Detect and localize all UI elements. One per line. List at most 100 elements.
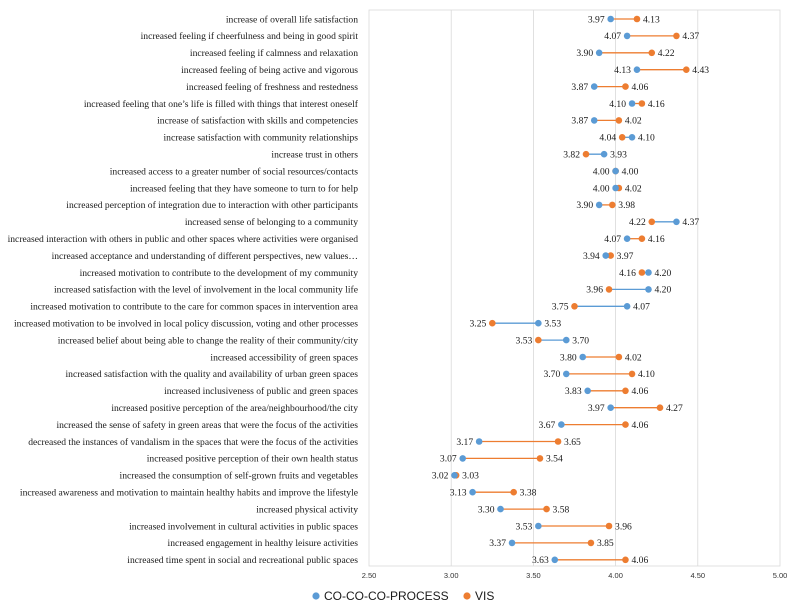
- value-label-low: 4.00: [593, 183, 610, 194]
- value-label-low: 3.25: [470, 319, 487, 330]
- vis-point: [535, 336, 542, 344]
- cococo-point: [602, 252, 610, 259]
- value-label-high: 3.53: [544, 319, 561, 330]
- cococo-point: [612, 184, 619, 192]
- data-row: increased satisfaction with the quality …: [65, 369, 655, 380]
- cococo-point: [459, 455, 467, 462]
- vis-point: [638, 269, 646, 276]
- value-label-high: 4.16: [648, 234, 665, 245]
- category-label: increase of satisfaction with skills and…: [157, 116, 358, 127]
- cococo-point: [600, 150, 608, 158]
- category-label: increased satisfaction with the quality …: [65, 369, 358, 380]
- value-label-low: 3.80: [560, 352, 577, 363]
- value-label-low: 4.13: [614, 65, 631, 76]
- gridlines: [450, 10, 699, 566]
- vis-point: [628, 370, 636, 378]
- data-row: increased positive perception of the are…: [111, 403, 683, 414]
- value-label-low: 3.70: [543, 369, 560, 380]
- data-row: decreased the instances of vandalism in …: [28, 437, 581, 448]
- vis-point: [609, 201, 616, 209]
- cococo-point: [535, 319, 542, 327]
- value-label-low: 3.02: [432, 471, 449, 482]
- value-label-low: 3.07: [440, 454, 457, 465]
- value-label-low: 3.63: [532, 555, 549, 566]
- cococo-point: [469, 488, 476, 496]
- category-label: increased positive perception of the are…: [111, 403, 358, 414]
- value-label-low: 4.07: [604, 31, 621, 42]
- vis-point: [615, 117, 623, 124]
- cococo-point: [673, 218, 680, 226]
- value-label-high: 4.06: [631, 82, 648, 93]
- category-label: increased the sense of safety in green a…: [56, 420, 358, 431]
- value-label-high: 4.20: [654, 285, 671, 296]
- value-label-high: 3.65: [564, 437, 581, 448]
- vis-point: [536, 455, 544, 462]
- cococo-point: [607, 404, 614, 412]
- value-label-high: 4.02: [625, 352, 642, 363]
- data-row: increased satisfaction with the level of…: [54, 285, 671, 296]
- value-label-high: 4.43: [692, 65, 709, 76]
- data-row: increased feeling of freshness and reste…: [186, 82, 648, 93]
- vis-point: [622, 83, 629, 90]
- vis-point: [638, 100, 646, 107]
- data-row: increased interaction with others in pub…: [8, 234, 665, 245]
- value-label-low: 4.04: [599, 133, 616, 144]
- value-label-low: 3.37: [489, 538, 506, 549]
- value-label-high: 4.02: [625, 116, 642, 127]
- vis-point: [510, 488, 517, 496]
- value-label-low: 3.90: [576, 48, 593, 59]
- cococo-point: [590, 83, 598, 90]
- vis-point: [622, 421, 629, 428]
- cococo-point: [497, 505, 504, 513]
- cococo-point: [558, 421, 565, 428]
- value-label-high: 3.97: [617, 251, 634, 262]
- value-label-high: 4.20: [654, 268, 671, 279]
- value-label-high: 4.37: [682, 217, 699, 228]
- value-label-low: 4.22: [629, 217, 646, 228]
- value-label-low: 3.97: [588, 403, 605, 414]
- category-label: increased belief about being able to cha…: [58, 335, 358, 346]
- vis-point: [622, 556, 629, 564]
- value-label-low: 3.94: [583, 251, 600, 262]
- cococo-point: [508, 539, 516, 547]
- category-label: increase trust in others: [271, 150, 358, 161]
- data-rows: increase of overall life satisfaction 3.9…: [8, 14, 710, 566]
- plot-area: [368, 9, 781, 567]
- data-row: increased positive perception of their o…: [147, 454, 563, 465]
- value-label-high: 4.06: [631, 420, 648, 431]
- cococo-point: [645, 269, 652, 276]
- cococo-point: [628, 134, 636, 141]
- data-row: increased perception of integration due …: [66, 200, 635, 211]
- cococo-point: [562, 370, 570, 378]
- cococo-point: [645, 286, 652, 293]
- cococo-point: [633, 66, 641, 73]
- x-tick-label: 2.50: [362, 571, 377, 580]
- data-row: increase satisfaction with community rel…: [164, 133, 656, 144]
- value-label-high: 3.98: [618, 200, 635, 211]
- category-label: increased feeling if cheerfulness and be…: [141, 31, 359, 42]
- vis-point: [622, 387, 629, 395]
- value-label-low: 3.96: [586, 285, 603, 296]
- vis-point: [638, 235, 646, 242]
- data-row: increased the sense of safety in green a…: [56, 420, 648, 431]
- data-row: increased involvement in cultural activi…: [129, 521, 632, 532]
- category-label: increase satisfaction with community rel…: [164, 133, 359, 144]
- value-label-high: 3.93: [610, 150, 627, 161]
- category-label: increased feeling if calmness and relaxa…: [190, 48, 358, 59]
- vis-point: [587, 539, 595, 547]
- cococo-point: [475, 438, 483, 445]
- value-label-high: 4.22: [658, 48, 675, 59]
- data-row: increased sense of belonging to a commun…: [185, 217, 700, 228]
- value-label-high: 4.10: [638, 133, 655, 144]
- data-row: increased engagement in healthy leisure …: [168, 538, 614, 549]
- cococo-point: [551, 556, 559, 564]
- value-label-low: 3.53: [516, 521, 533, 532]
- category-label: increased engagement in healthy leisure …: [168, 538, 359, 549]
- data-row: increased feeling that they have someone…: [130, 183, 642, 194]
- category-label: increased involvement in cultural activi…: [129, 521, 358, 532]
- value-label-low: 3.53: [516, 335, 533, 346]
- category-label: increased satisfaction with the level of…: [54, 285, 358, 296]
- data-row: increased motivation to be involved in l…: [14, 319, 561, 330]
- value-label-low: 3.87: [571, 116, 588, 127]
- category-label: increased positive perception of their o…: [147, 454, 359, 465]
